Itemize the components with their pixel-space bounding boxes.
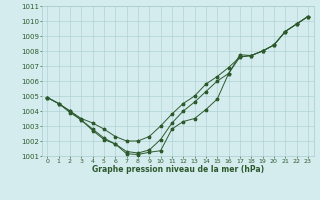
- X-axis label: Graphe pression niveau de la mer (hPa): Graphe pression niveau de la mer (hPa): [92, 165, 264, 174]
